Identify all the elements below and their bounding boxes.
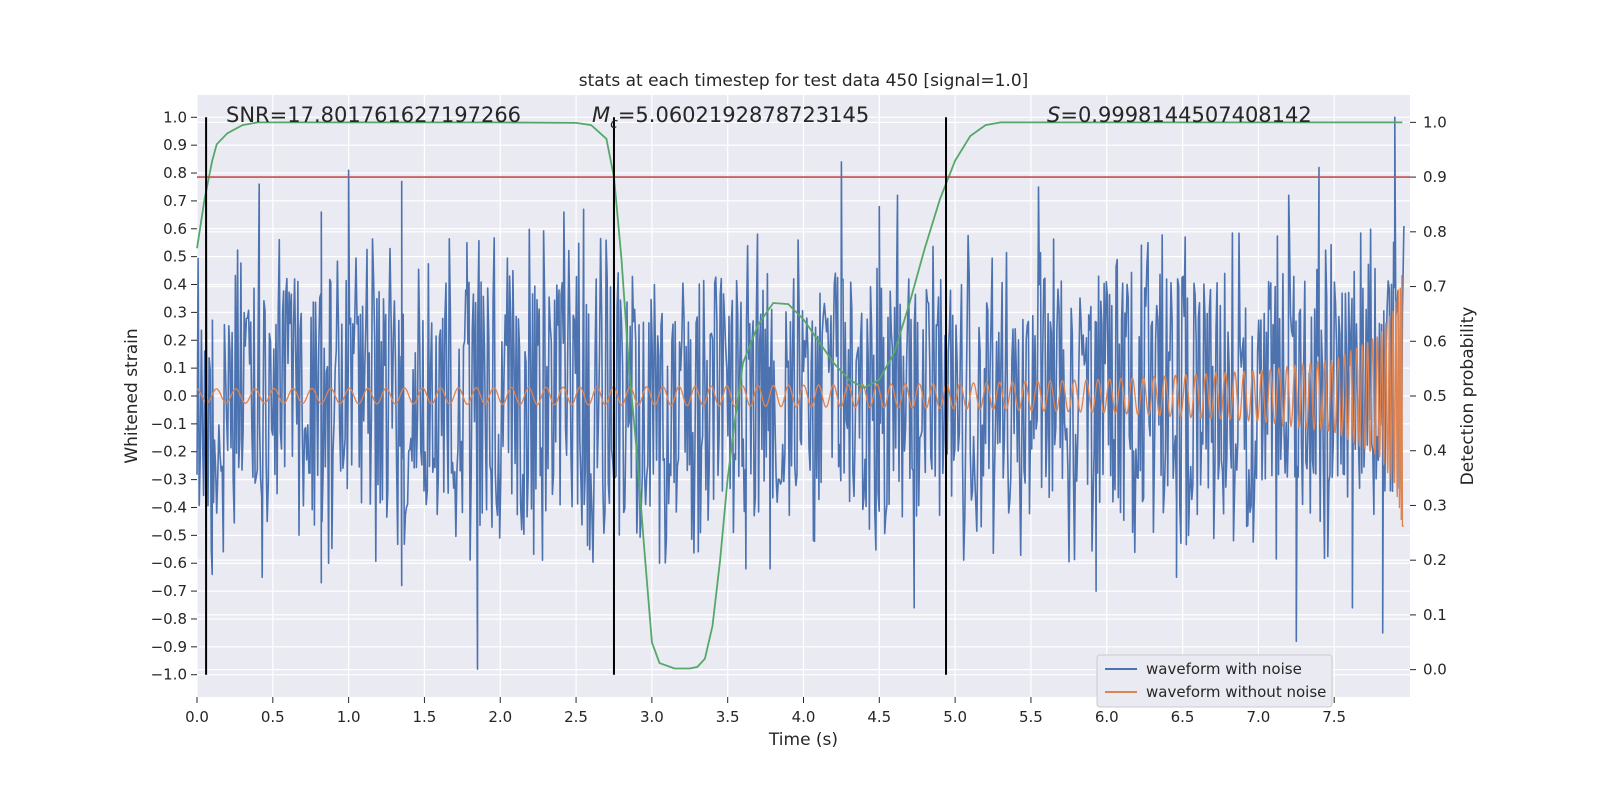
y2-tick-label: 0.3 bbox=[1423, 496, 1447, 514]
detection-probability-line bbox=[196, 121, 1403, 670]
y-tick-label: −1.0 bbox=[151, 666, 187, 684]
y-tick-label: 0.3 bbox=[163, 303, 187, 321]
y2-tick-label: 1.0 bbox=[1423, 113, 1447, 131]
x-tick-label: 1.5 bbox=[413, 708, 437, 726]
detection-probability-series bbox=[196, 121, 1410, 670]
x-tick-label: 5.0 bbox=[943, 708, 967, 726]
x-tick-label: 3.0 bbox=[640, 708, 664, 726]
chirp-mass-symbol: M bbox=[592, 103, 610, 127]
y-tick-label: 0.1 bbox=[163, 359, 187, 377]
y2-tick-label: 0.5 bbox=[1423, 387, 1447, 405]
vertical-markers bbox=[205, 117, 948, 675]
legend: waveform with noise waveform without noi… bbox=[1096, 654, 1333, 708]
y-tick-label: 0.6 bbox=[163, 220, 187, 238]
x-tick-label: 6.0 bbox=[1095, 708, 1119, 726]
y2-tick-label: 0.2 bbox=[1423, 551, 1447, 569]
x-axis-label: Time (s) bbox=[768, 730, 838, 750]
y-axis-label: Whitened strain bbox=[122, 328, 142, 463]
y-tick-label: −0.9 bbox=[151, 638, 187, 656]
y-tick-label: 0.0 bbox=[163, 387, 187, 405]
chirp-mass-annotation: Mc=5.0602192878723145 bbox=[592, 103, 869, 132]
x-tick-label: 0.0 bbox=[185, 708, 209, 726]
y-tick-label: 0.4 bbox=[163, 276, 187, 294]
y-tick-label: −0.6 bbox=[151, 554, 187, 572]
chirp-mass-value: =5.0602192878723145 bbox=[618, 103, 869, 127]
x-tick-label: 2.5 bbox=[564, 708, 588, 726]
y-tick-label: 1.0 bbox=[163, 108, 187, 126]
x-tick-label: 1.0 bbox=[337, 708, 361, 726]
legend-label-noisy: waveform with noise bbox=[1146, 660, 1302, 678]
y-tick-label: −0.8 bbox=[151, 610, 187, 628]
legend-box bbox=[1096, 654, 1333, 708]
y-tick-label: −0.7 bbox=[151, 582, 187, 600]
s-symbol: S bbox=[1047, 103, 1060, 127]
x-tick-label: 4.5 bbox=[867, 708, 891, 726]
s-annotation: S=0.9998144507408142 bbox=[1047, 103, 1312, 127]
y2-tick-label: 0.0 bbox=[1423, 661, 1447, 679]
x-tick-label: 0.5 bbox=[261, 708, 285, 726]
chirp-mass-subscript: c bbox=[610, 116, 618, 132]
y-tick-label: 0.9 bbox=[163, 136, 187, 154]
noisy-waveform-line bbox=[196, 116, 1405, 670]
chart-title: stats at each timestep for test data 450… bbox=[579, 71, 1029, 91]
y-tick-label: 0.8 bbox=[163, 164, 187, 182]
x-tick-label: 4.0 bbox=[792, 708, 816, 726]
y2-tick-label: 0.1 bbox=[1423, 606, 1447, 624]
x-tick-label: 5.5 bbox=[1019, 708, 1043, 726]
y-tick-label: 0.2 bbox=[163, 331, 187, 349]
y-tick-label: 0.7 bbox=[163, 192, 187, 210]
clean-waveform-line bbox=[196, 275, 1404, 527]
y-tick-label: −0.3 bbox=[151, 471, 187, 489]
y-tick-label: −0.1 bbox=[151, 415, 187, 433]
clean-waveform-series bbox=[196, 275, 1404, 527]
y2-axis-label: Detection probability bbox=[1458, 307, 1478, 486]
x-tick-label: 7.0 bbox=[1246, 708, 1270, 726]
y2-tick-label: 0.8 bbox=[1423, 223, 1447, 241]
noisy-waveform-series bbox=[196, 116, 1405, 670]
y-tick-label: −0.4 bbox=[151, 498, 187, 516]
x-tick-label: 3.5 bbox=[716, 708, 740, 726]
y2-tick-label: 0.7 bbox=[1423, 278, 1447, 296]
snr-annotation: SNR=17.801761627197266 bbox=[226, 103, 521, 127]
y-tick-label: 0.5 bbox=[163, 248, 187, 266]
x-tick-label: 7.5 bbox=[1322, 708, 1346, 726]
x-tick-label: 6.5 bbox=[1171, 708, 1195, 726]
y-tick-label: −0.5 bbox=[151, 526, 187, 544]
y-tick-label: −0.2 bbox=[151, 443, 187, 461]
y2-tick-label: 0.6 bbox=[1423, 332, 1447, 350]
legend-label-clean: waveform without noise bbox=[1146, 683, 1326, 701]
x-tick-label: 2.0 bbox=[488, 708, 512, 726]
axes: 0.0 0.5 1.0 1.5 2.0 2.5 3.0 3.5 4.0 4.5 5.0 5.5 6.0 6… bbox=[151, 108, 1447, 726]
s-value: =0.9998144507408142 bbox=[1060, 103, 1311, 127]
y2-tick-label: 0.9 bbox=[1423, 168, 1447, 186]
y2-tick-label: 0.4 bbox=[1423, 442, 1447, 460]
